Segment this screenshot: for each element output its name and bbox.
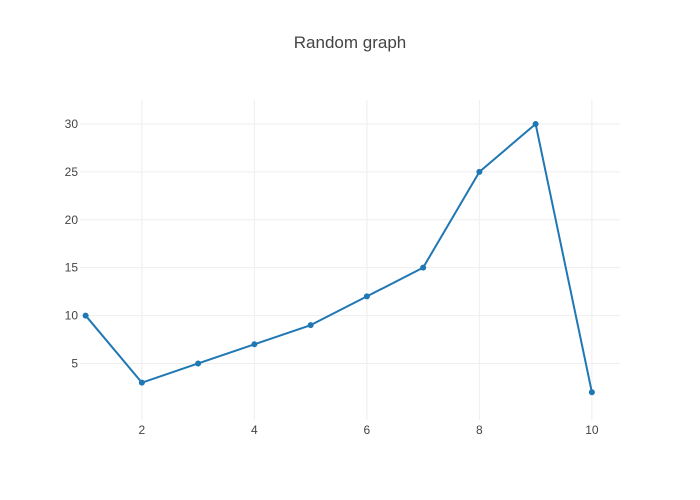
data-point <box>588 389 595 396</box>
y-tick-label: 20 <box>65 213 79 227</box>
y-gridlines <box>80 123 620 364</box>
x-tick-label: 6 <box>364 423 371 437</box>
data-point <box>363 293 370 300</box>
y-tick-label: 25 <box>65 165 79 179</box>
chart-title: Random graph <box>293 33 407 52</box>
y-tick-label: 15 <box>65 261 79 275</box>
data-point <box>476 168 483 175</box>
data-point <box>138 379 145 386</box>
x-tick-label: 2 <box>139 423 146 437</box>
data-point <box>82 312 89 319</box>
x-tick-label: 10 <box>585 423 599 437</box>
y-tick-label: 10 <box>65 309 79 323</box>
x-gridlines <box>141 100 593 420</box>
y-tick-label: 5 <box>71 356 78 370</box>
data-point <box>251 341 258 348</box>
data-point <box>420 264 427 271</box>
x-tick-label: 4 <box>251 423 258 437</box>
x-tick-labels: 2 4 6 8 10 <box>139 423 599 437</box>
y-tick-labels: 5 10 15 20 25 30 <box>65 117 79 371</box>
data-point <box>532 120 539 127</box>
data-point <box>195 360 202 367</box>
data-point <box>307 322 314 329</box>
y-tick-label: 30 <box>65 117 79 131</box>
series-layer <box>82 120 595 396</box>
x-tick-label: 8 <box>476 423 483 437</box>
series-line <box>84 122 593 393</box>
